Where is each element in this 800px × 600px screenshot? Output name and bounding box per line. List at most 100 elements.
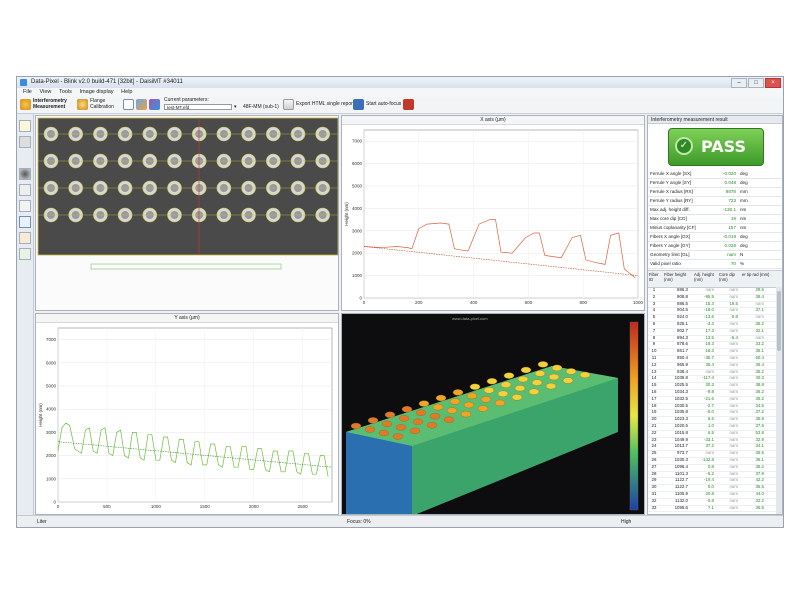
table-row[interactable]: 5 924.0 -13.5 5.8 nam (648, 314, 776, 322)
table-row[interactable]: 2 908.8 -95.5 nam 38.4 (648, 294, 776, 302)
image-tool-icon[interactable] (19, 120, 31, 132)
adj-height: -33.1 (703, 436, 714, 442)
col-core-dip: Core dip (nm) (719, 272, 735, 282)
y-tick-label: 5000 (46, 384, 57, 389)
table-row[interactable]: 12 965.9 35.4 nam 36.4 (648, 362, 776, 370)
x-profile-chart[interactable]: 0 1000 2000 3000 4000 5000 6000 7000 0 200 400 600 8… (342, 124, 645, 311)
measure-label: Valid pixel ratio (650, 261, 681, 266)
measure-unit: N (740, 252, 744, 257)
chart-icon[interactable] (19, 248, 31, 260)
params-select[interactable]: test-MT.efd (164, 104, 232, 110)
profile-icon[interactable] (19, 184, 31, 196)
cursor-tool-icon[interactable] (123, 99, 134, 110)
table-row[interactable]: 11 850.4 -35.7 nam 60.4 (648, 355, 776, 363)
fiber-height: 973.7 (677, 450, 688, 456)
tip-radius: 34.5 (755, 402, 764, 408)
table-row[interactable]: 3 886.5 15.3 19.5 nam (648, 301, 776, 309)
table-row[interactable]: 25 973.7 nam nam 35.5 (648, 450, 776, 458)
fiber-bump (452, 389, 464, 396)
fiber-id: 10 (651, 348, 657, 354)
export-icon[interactable] (283, 99, 294, 110)
table-row[interactable]: 23 1049.9 -33.1 nam 32.9 (648, 437, 776, 445)
adj-height: -0.8 (706, 497, 714, 503)
interferometry-button[interactable]: Interferometry Measurement (33, 98, 67, 110)
table-row[interactable]: 31 1105.9 20.8 nam 44.0 (648, 491, 776, 499)
report-icon[interactable] (19, 232, 31, 244)
auto-focus-button[interactable]: Start auto-focus (366, 101, 402, 107)
maximize-button[interactable]: □ (748, 78, 764, 88)
export-report-button[interactable]: Export HTML single report (296, 101, 355, 107)
tip-radius: 42.2 (755, 477, 764, 483)
table-row[interactable]: 27 1096.4 0.8 nam 35.2 (648, 464, 776, 472)
table-row[interactable]: 10 861.7 18.3 nam 35.1 (648, 348, 776, 356)
fiber-bump (435, 394, 447, 402)
measure-label: Ferrule X angle [SX] (650, 171, 692, 176)
core-dip: 5.8 (731, 314, 738, 320)
fiber-height: 1030.3 (674, 457, 688, 462)
tip-radius: 29.6 (755, 287, 764, 292)
table-row[interactable]: 7 902.7 17.3 nam 32.1 (648, 328, 776, 336)
table-row[interactable]: 6 925.1 -3.3 nam 35.2 (648, 321, 776, 329)
adj-height: nam (705, 368, 714, 374)
table-row[interactable]: 13 938.4 nam nam 35.2 (648, 369, 776, 377)
focus-icon[interactable] (353, 99, 364, 110)
measure-icon[interactable] (19, 216, 31, 228)
table-row[interactable]: 9 878.6 18.3 nam 33.2 (648, 341, 776, 350)
menu-view[interactable]: View (39, 89, 52, 95)
table-row[interactable]: 21 1020.5 1.0 nam 37.6 (648, 423, 776, 431)
measure-label: Ferrule X radius [RX] (650, 189, 693, 194)
table-row[interactable]: 33 1095.6 7.1 nam 36.5 (648, 505, 776, 513)
triangle-icon[interactable] (19, 200, 31, 212)
menu-help[interactable]: Help (121, 89, 133, 95)
table-row[interactable]: 19 1035.8 -5.0 nam 37.2 (648, 409, 776, 418)
menu-tools[interactable]: Tools (59, 89, 72, 95)
table-row[interactable]: 16 1034.3 -9.8 nam 36.2 (648, 389, 776, 397)
table-row[interactable]: 30 1122.7 0.0 nam 35.5 (648, 484, 776, 492)
table-row[interactable]: 22 1015.8 6.5 nam 53.8 (648, 430, 776, 438)
fiber-id: 17 (651, 395, 657, 401)
stop-focus-icon[interactable] (403, 99, 414, 110)
interferometry-icon[interactable] (20, 99, 31, 110)
view-mode-icon[interactable] (136, 99, 147, 110)
flange-calibration-button[interactable]: Flange Calibration (90, 98, 114, 110)
y-tick-label: 3000 (352, 228, 363, 233)
measure-value: 0.026 (724, 243, 737, 248)
camera-icon[interactable] (19, 136, 31, 148)
measure-value: 0.048 (724, 180, 737, 185)
table-row[interactable]: 17 1032.5 -21.6 nam 35.2 (648, 396, 776, 404)
palette-icon[interactable] (149, 99, 160, 110)
table-row[interactable]: 20 1023.3 6.5 nam 35.8 (648, 416, 776, 424)
fiber-height: 861.7 (677, 348, 688, 354)
close-button[interactable]: × (765, 78, 781, 88)
status-left: Liter (37, 519, 47, 525)
flange-icon[interactable] (77, 99, 88, 110)
table-row[interactable]: 14 1035.8 -117.4 nam 40.3 (648, 375, 776, 384)
table-row[interactable]: 15 1025.5 30.3 nam 38.8 (648, 382, 776, 390)
table-row[interactable]: 24 1013.7 37.2 nam 34.1 (648, 443, 776, 452)
minimize-button[interactable]: – (731, 78, 747, 88)
fiber-table-scrollbar[interactable] (776, 287, 782, 514)
table-row[interactable]: 26 1030.3 -132.8 nam 36.1 (648, 457, 776, 465)
core-dip: nam (729, 382, 738, 388)
camera-image[interactable] (36, 116, 339, 311)
measure-label: Minus coplanarity [CF] (650, 225, 696, 230)
adj-height: 30.3 (705, 382, 714, 388)
table-row[interactable]: 1 886.3 nam nam 29.6 (648, 287, 776, 295)
measure-value: 723 (728, 198, 736, 203)
adj-height: nam (705, 287, 714, 292)
scrollbar-thumb[interactable] (777, 291, 781, 351)
menu-file[interactable]: File (23, 89, 32, 95)
table-row[interactable]: 18 1030.5 -2.7 nam 34.5 (648, 403, 776, 411)
y-profile-chart[interactable]: 0 1000 2000 3000 4000 5000 6000 7000 0 500 1000 150… (36, 322, 339, 515)
core-dip: nam (729, 416, 738, 422)
table-row[interactable]: 28 1101.3 -6.2 nam 37.9 (648, 471, 776, 479)
table-row[interactable]: 4 904.5 -18.0 nam 37.1 (648, 307, 776, 316)
lens-icon[interactable] (19, 168, 31, 180)
table-row[interactable]: 29 1122.7 -19.4 nam 42.2 (648, 477, 776, 486)
measure-label: Max core dip [CD] (650, 216, 687, 221)
table-row[interactable]: 8 894.3 13.5 -6.4 nam (648, 335, 776, 343)
chevron-down-icon[interactable]: ▾ (234, 104, 237, 110)
menu-image-display[interactable]: Image display (79, 89, 114, 95)
table-row[interactable]: 32 1132.0 -0.8 nam 32.2 (648, 498, 776, 506)
surface-3d-view[interactable] (342, 314, 645, 515)
